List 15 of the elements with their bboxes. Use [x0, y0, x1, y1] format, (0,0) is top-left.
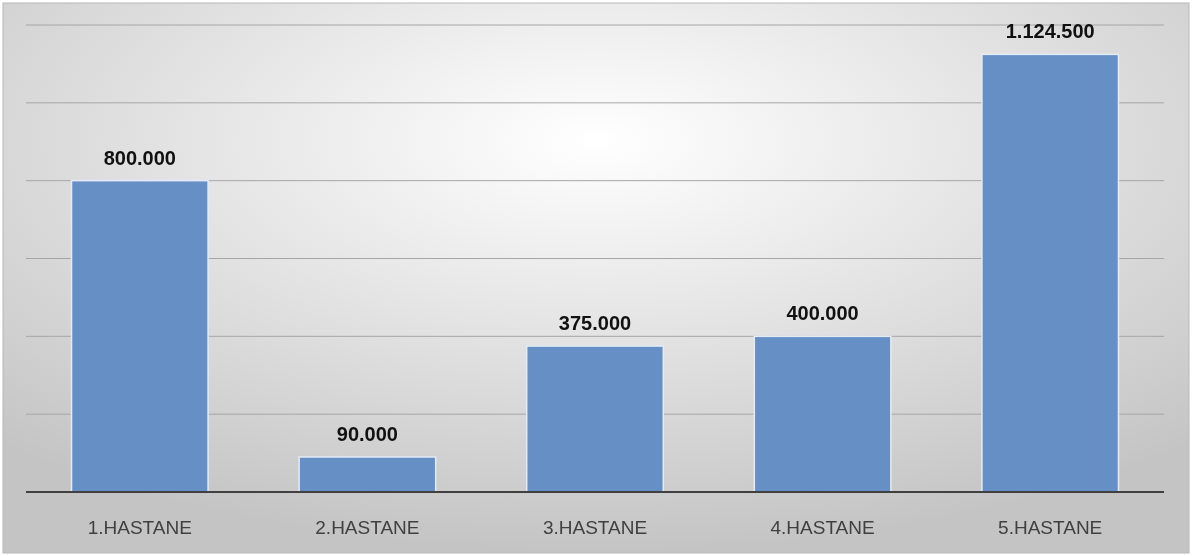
bar: [298, 456, 437, 493]
x-tick-label: 4.HASTANE: [770, 517, 875, 538]
x-tick-label: 1.HASTANE: [87, 517, 192, 538]
data-label: 1.124.500: [1005, 20, 1095, 43]
data-label: 800.000: [103, 146, 176, 169]
bar: [525, 345, 665, 493]
data-label: 90.000: [336, 422, 398, 445]
data-label: 375.000: [558, 312, 632, 335]
bar: [70, 179, 209, 493]
bar: [981, 53, 1120, 493]
x-tick-label: 5.HASTANE: [998, 517, 1103, 538]
x-tick-label: 3.HASTANE: [542, 517, 648, 538]
x-tick-label: 2.HASTANE: [315, 517, 420, 538]
bar: [753, 335, 892, 493]
data-label: 400.000: [786, 302, 859, 325]
